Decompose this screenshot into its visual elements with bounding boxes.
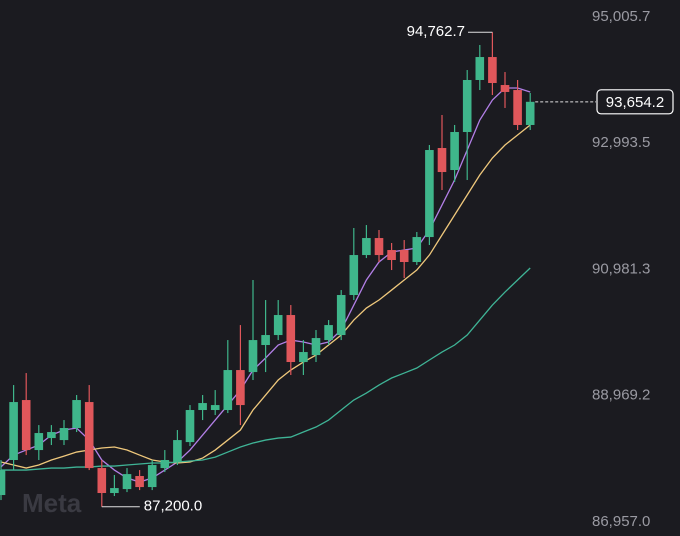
low-label: 87,200.0 bbox=[144, 498, 202, 515]
candle-body bbox=[273, 315, 283, 336]
candle-body bbox=[399, 250, 409, 263]
candle-body bbox=[324, 325, 333, 341]
candle-body bbox=[122, 474, 132, 490]
candle-body bbox=[500, 85, 510, 92]
candle-body bbox=[336, 295, 346, 336]
candle-body bbox=[248, 340, 258, 373]
candle-body bbox=[198, 403, 207, 411]
candle-body bbox=[412, 237, 422, 263]
candle-body bbox=[374, 238, 384, 256]
candle-body bbox=[513, 90, 522, 125]
candle-body bbox=[59, 428, 69, 441]
candle-body bbox=[387, 250, 396, 261]
candle-body bbox=[97, 468, 107, 494]
candle-body bbox=[0, 470, 6, 496]
candle-body bbox=[160, 460, 170, 469]
candle-body bbox=[47, 432, 56, 439]
y-tick-label: 90,981.3 bbox=[592, 260, 650, 277]
candle-body bbox=[34, 433, 44, 451]
candle-body bbox=[462, 79, 472, 133]
candle-body bbox=[21, 400, 31, 451]
y-tick-label: 86,957.0 bbox=[592, 513, 650, 530]
candle-body bbox=[525, 101, 535, 125]
y-tick-label: 88,969.2 bbox=[592, 387, 650, 404]
candle-body bbox=[135, 476, 144, 488]
candle-body bbox=[450, 132, 459, 171]
candle-body bbox=[84, 402, 94, 469]
candle-body bbox=[9, 402, 18, 461]
price-box bbox=[596, 89, 674, 115]
candle-body bbox=[236, 370, 245, 406]
candle-body bbox=[488, 57, 497, 84]
candle-body bbox=[210, 405, 220, 411]
candle-body bbox=[475, 57, 485, 80]
candle-body bbox=[437, 148, 447, 173]
price-label: 93,654.2 bbox=[606, 94, 664, 111]
candle-body bbox=[173, 440, 182, 463]
candle-body bbox=[299, 352, 308, 363]
candle-body bbox=[362, 238, 371, 256]
candle-body bbox=[349, 255, 359, 296]
candle-body bbox=[147, 465, 157, 488]
candle-body bbox=[72, 400, 81, 429]
candle-body bbox=[185, 410, 195, 443]
watermark: Meta bbox=[22, 488, 82, 518]
candle-body bbox=[425, 150, 434, 238]
y-tick-label: 95,005.7 bbox=[592, 8, 650, 25]
candle-body bbox=[311, 338, 321, 356]
candle-body bbox=[110, 488, 119, 494]
y-tick-label: 92,993.5 bbox=[592, 134, 650, 151]
candle-body bbox=[286, 315, 296, 363]
candle-body bbox=[261, 335, 270, 346]
high-label: 94,762.7 bbox=[407, 23, 465, 40]
candle-body bbox=[223, 370, 233, 411]
